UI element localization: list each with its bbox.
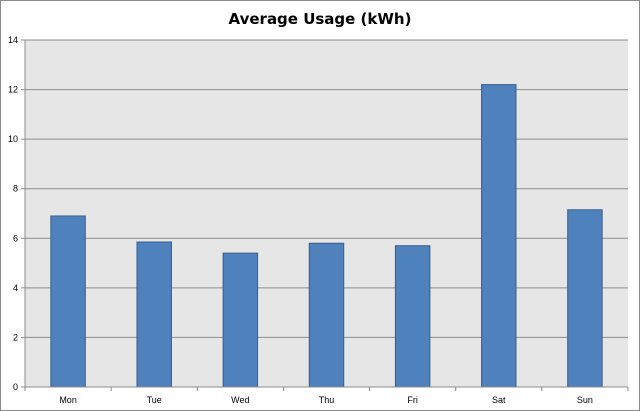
x-tick-label: Thu <box>319 395 335 405</box>
x-tick-label: Sun <box>577 395 593 405</box>
x-tick-label: Wed <box>231 395 249 405</box>
x-tick-label: Mon <box>59 395 77 405</box>
x-tick-label: Fri <box>407 395 418 405</box>
y-tick-label: 4 <box>13 283 18 293</box>
bar-wed <box>222 252 259 388</box>
y-tick-label: 2 <box>13 332 18 342</box>
y-tick-label: 10 <box>8 134 18 144</box>
bar-mon <box>50 215 86 388</box>
bar-tue <box>136 241 172 388</box>
y-tick-label: 8 <box>13 184 18 194</box>
bar-fri <box>394 245 431 388</box>
bar-sat <box>481 84 517 388</box>
x-tick-label: Sat <box>492 395 506 405</box>
chart-title: Average Usage (kWh) <box>228 10 412 28</box>
bar-thu <box>308 242 345 388</box>
y-tick-label: 14 <box>8 35 18 45</box>
y-tick-label: 12 <box>8 85 18 95</box>
y-tick-label: 0 <box>13 382 18 392</box>
y-tick-label: 6 <box>13 233 18 243</box>
bar-sun <box>567 209 603 388</box>
x-tick-label: Tue <box>147 395 162 405</box>
